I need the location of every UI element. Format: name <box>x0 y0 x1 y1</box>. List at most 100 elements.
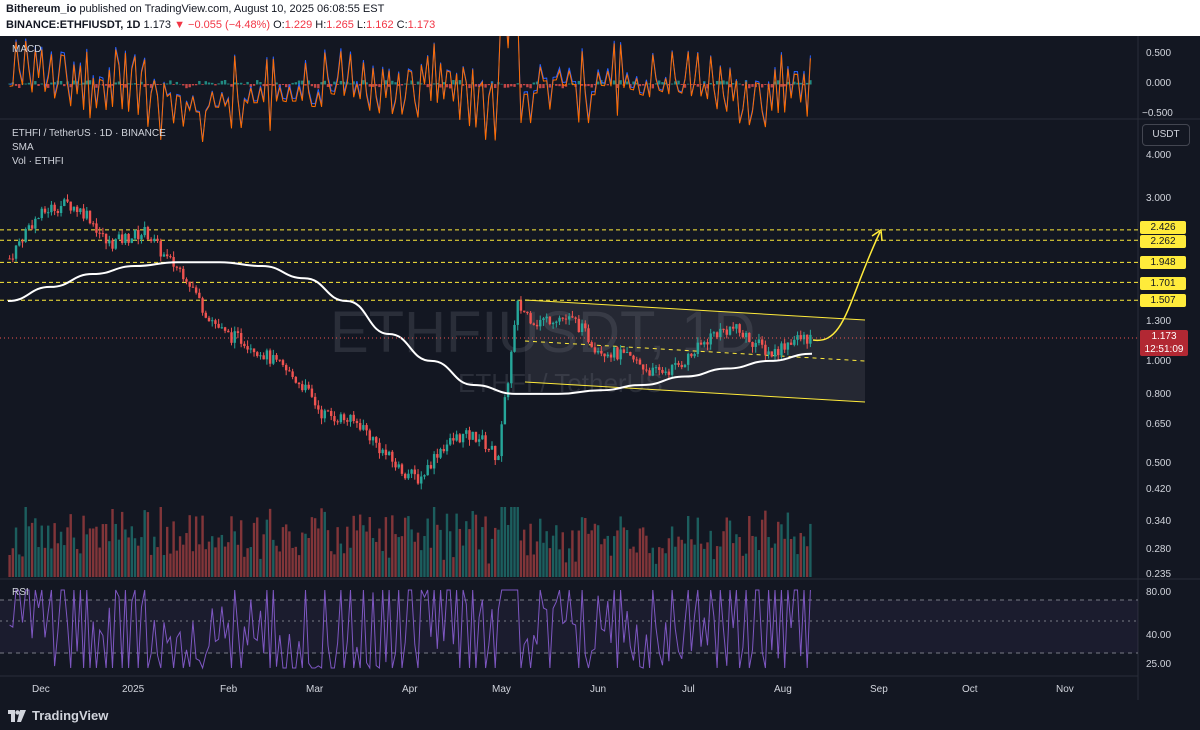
macd-hist-bar <box>375 84 378 87</box>
volume-bar <box>381 551 384 577</box>
last-price: 1.173 <box>143 19 172 31</box>
volume-bar <box>133 538 137 577</box>
candle-body <box>558 317 561 322</box>
current-price-tag[interactable]: 1.173 12:51:09 <box>1140 330 1188 356</box>
macd-hist-bar <box>301 80 304 85</box>
candle-body <box>593 347 597 353</box>
volume-bar <box>156 547 159 577</box>
volume-bar <box>243 556 246 577</box>
bar-countdown: 12:51:09 <box>1144 344 1184 355</box>
volume-bar <box>548 548 552 577</box>
channel-lower-line[interactable] <box>524 381 866 403</box>
projection-arrow[interactable] <box>812 231 881 342</box>
volume-bar <box>284 524 288 577</box>
volume-bar <box>130 526 134 577</box>
sma-line[interactable] <box>7 261 813 395</box>
volume-bar <box>198 544 201 577</box>
macd-hist-bar <box>423 84 426 85</box>
volume-bar <box>391 515 394 577</box>
volume-bar <box>561 532 564 577</box>
macd-signal-line[interactable] <box>9 36 811 143</box>
volume-bar <box>153 536 156 577</box>
volume-bar <box>104 524 108 577</box>
volume-bar <box>34 518 37 577</box>
candle-body <box>46 212 50 214</box>
volume-bar <box>98 547 101 577</box>
channel-mid-line[interactable] <box>524 340 866 362</box>
macd-label[interactable]: MACD <box>12 44 42 55</box>
volume-bar <box>387 557 391 577</box>
macd-hist-bar <box>719 81 722 85</box>
macd-tick: −0.500 <box>1142 108 1173 119</box>
publish-line: Bithereum_io published on TradingView.co… <box>6 3 384 15</box>
volume-bar <box>510 507 513 577</box>
time-label: Nov <box>1056 684 1074 695</box>
candle-body <box>8 258 11 260</box>
high-label: H: <box>315 19 327 31</box>
macd-hist-bar <box>326 84 330 87</box>
volume-bar <box>448 531 452 577</box>
publisher-name[interactable]: Bithereum_io <box>6 3 77 15</box>
candle-body <box>654 367 658 369</box>
symbol-watermark: ETHFIUSDT, 1D <box>330 300 755 365</box>
candle-body <box>764 344 767 355</box>
volume-bar <box>355 530 359 577</box>
macd-hist-bar <box>336 84 339 85</box>
chart-canvas[interactable]: ETHFIUSDT, 1D ETHFI / TetherUS <box>0 36 1200 700</box>
macd-hist-bar <box>387 84 391 87</box>
macd-hist-bar <box>18 84 21 89</box>
sma-label[interactable]: SMA <box>12 142 34 153</box>
macd-line[interactable] <box>9 36 811 142</box>
macd-hist-bar <box>262 84 265 87</box>
rsi-label[interactable]: RSI <box>12 587 29 598</box>
candle-body <box>30 225 34 229</box>
macd-hist-bar <box>513 84 516 87</box>
volume-bar <box>664 553 667 577</box>
volume-bar <box>728 520 732 577</box>
volume-bar <box>358 514 362 577</box>
level-tag[interactable]: 1.507 <box>1140 294 1186 307</box>
currency-button[interactable]: USDT <box>1142 124 1190 146</box>
volume-bar <box>629 548 632 577</box>
open-value: 1.229 <box>284 19 313 31</box>
candle-body <box>674 363 677 365</box>
candle-body <box>397 464 400 468</box>
candle-body <box>127 233 130 243</box>
level-tag[interactable]: 1.701 <box>1140 277 1186 290</box>
candle-body <box>120 234 124 243</box>
macd-hist-bar <box>403 83 407 85</box>
candle-body <box>391 451 394 462</box>
macd-hist-bar <box>249 84 253 88</box>
volume-bar <box>494 527 497 577</box>
macd-hist-bar <box>149 84 153 88</box>
chart-area[interactable]: ETHFIUSDT, 1D ETHFI / TetherUS <box>0 36 1200 700</box>
volume-bar <box>307 538 310 577</box>
rsi-line[interactable] <box>9 589 811 670</box>
volume-bar <box>182 544 185 577</box>
channel-upper-line[interactable] <box>524 299 866 321</box>
volume-bar <box>715 546 719 577</box>
macd-hist-bar <box>596 81 600 85</box>
volume-bar <box>304 533 307 577</box>
volume-bar <box>46 525 50 577</box>
volume-bar <box>777 521 780 577</box>
main-series-title[interactable]: ETHFI / TetherUS · 1D · BINANCE <box>12 128 166 139</box>
volume-bar <box>114 523 117 577</box>
level-tag[interactable]: 1.948 <box>1140 256 1186 269</box>
candle-body <box>346 420 349 422</box>
volume-bar <box>352 515 355 577</box>
candle-body <box>313 396 317 406</box>
level-tag[interactable]: 2.426 <box>1140 221 1186 234</box>
level-tag[interactable]: 2.262 <box>1140 235 1186 248</box>
macd-hist-bar <box>725 81 728 85</box>
macd-hist-bar <box>500 83 503 85</box>
macd-hist-bar <box>542 84 545 89</box>
macd-hist-bar <box>127 83 130 85</box>
tradingview-logo[interactable]: TradingView <box>8 708 108 723</box>
candle-body <box>268 350 272 364</box>
volume-bar <box>50 548 53 577</box>
volume-label[interactable]: Vol · ETHFI <box>12 156 64 167</box>
volume-bar <box>465 521 468 577</box>
macd-hist-bar <box>82 82 85 85</box>
macd-hist-bar <box>709 83 712 85</box>
